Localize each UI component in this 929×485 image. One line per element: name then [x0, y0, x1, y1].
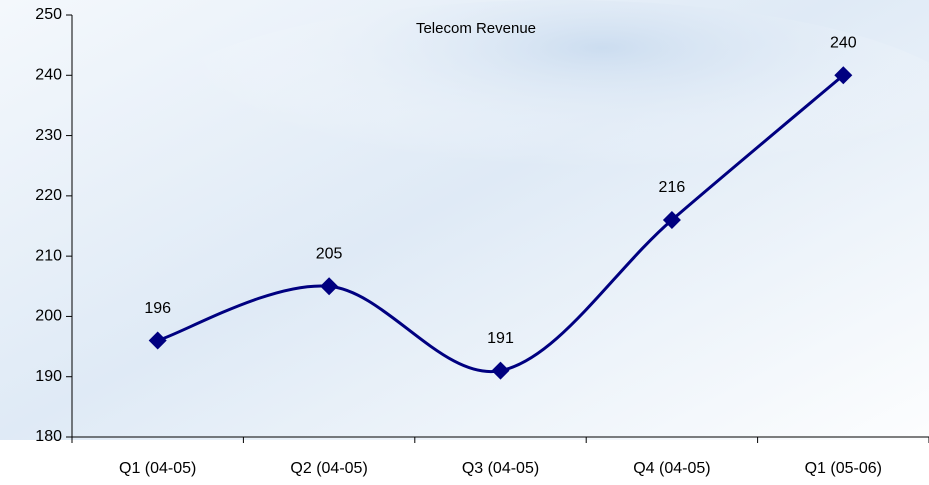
y-tick-label: 210	[35, 247, 62, 264]
data-label: 205	[316, 246, 343, 263]
marker	[148, 331, 167, 350]
y-tick-label: 220	[35, 187, 62, 204]
y-tick-label: 190	[35, 368, 62, 385]
data-label: 240	[830, 35, 857, 52]
y-tick-label: 250	[35, 6, 62, 23]
x-tick-label: Q3 (04-05)	[462, 460, 539, 477]
marker	[491, 361, 510, 380]
x-tick-label: Q2 (04-05)	[290, 460, 367, 477]
x-tick-label: Q1 (05-06)	[805, 460, 882, 477]
marker	[834, 66, 853, 85]
x-tick-label: Q1 (04-05)	[119, 460, 196, 477]
data-label: 216	[659, 179, 686, 196]
background-cloud	[140, 0, 929, 240]
background-footer	[0, 440, 929, 485]
y-tick-label: 200	[35, 308, 62, 325]
y-tick-label: 230	[35, 127, 62, 144]
marker	[320, 277, 339, 296]
y-tick-label: 180	[35, 428, 62, 445]
data-label: 191	[487, 330, 514, 347]
marker	[662, 210, 681, 229]
data-label: 196	[144, 300, 171, 317]
chart-title: Telecom Revenue	[416, 20, 536, 37]
y-tick-label: 240	[35, 67, 62, 84]
x-tick-label: Q4 (04-05)	[633, 460, 710, 477]
